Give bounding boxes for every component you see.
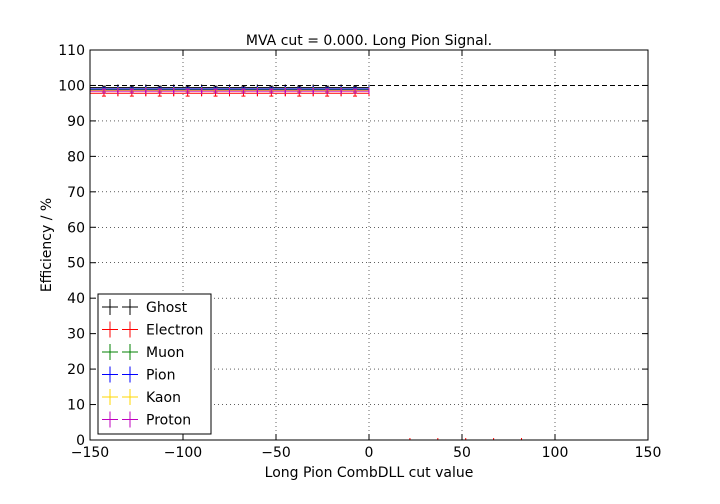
x-tick-label: 100 (542, 445, 569, 461)
grid-layer (89, 49, 649, 441)
y-tick-label: 40 (67, 291, 85, 307)
legend-item-kaon: Kaon (102, 389, 181, 406)
x-tick-label: −150 (71, 445, 109, 461)
legend-frame (97, 293, 212, 435)
y-tick-label: 50 (67, 256, 85, 272)
y-tick-label: 80 (67, 149, 85, 165)
y-tick-label: 100 (58, 78, 85, 94)
legend-item-electron: Electron (102, 321, 203, 339)
y-tick-label: 70 (67, 185, 85, 201)
chart-title: MVA cut = 0.000. Long Pion Signal. (246, 33, 492, 49)
legend-item-proton: Proton (102, 411, 191, 429)
legend-label: Kaon (146, 390, 181, 406)
legend-label: Electron (146, 323, 203, 339)
legend-label: Ghost (146, 300, 188, 316)
data-layer (89, 84, 648, 440)
x-axis-title: Long Pion CombDLL cut value (265, 465, 474, 481)
x-tick-label: 0 (365, 445, 374, 461)
legend-label: Muon (146, 345, 184, 361)
y-tick-label: 20 (67, 362, 85, 378)
y-tick-label: 60 (67, 220, 85, 236)
legend-item-muon: Muon (102, 344, 184, 361)
y-tick-label: 0 (76, 433, 85, 449)
legend-item-pion: Pion (102, 366, 175, 384)
y-tick-label: 110 (58, 43, 85, 59)
tick-layer: −150 −100 −50 0 50 100 150 0 10 20 30 40 50 60 70 80 90 1… (58, 43, 661, 461)
legend: Ghost Electron Muon Pion Kaon Proton (97, 293, 212, 435)
y-tick-label: 10 (67, 398, 85, 414)
data-point-proton (340, 88, 370, 95)
y-axis-title: Efficiency / % (39, 198, 55, 292)
x-tick-label: 50 (453, 445, 471, 461)
x-tick-label: −50 (261, 445, 291, 461)
x-tick-label: −100 (164, 445, 202, 461)
series-proton (89, 88, 370, 95)
legend-label: Proton (146, 413, 191, 429)
x-tick-label: 150 (635, 445, 662, 461)
y-tick-label: 90 (67, 114, 85, 130)
legend-label: Pion (146, 368, 175, 384)
y-tick-label: 30 (67, 327, 85, 343)
legend-item-ghost: Ghost (102, 299, 188, 316)
